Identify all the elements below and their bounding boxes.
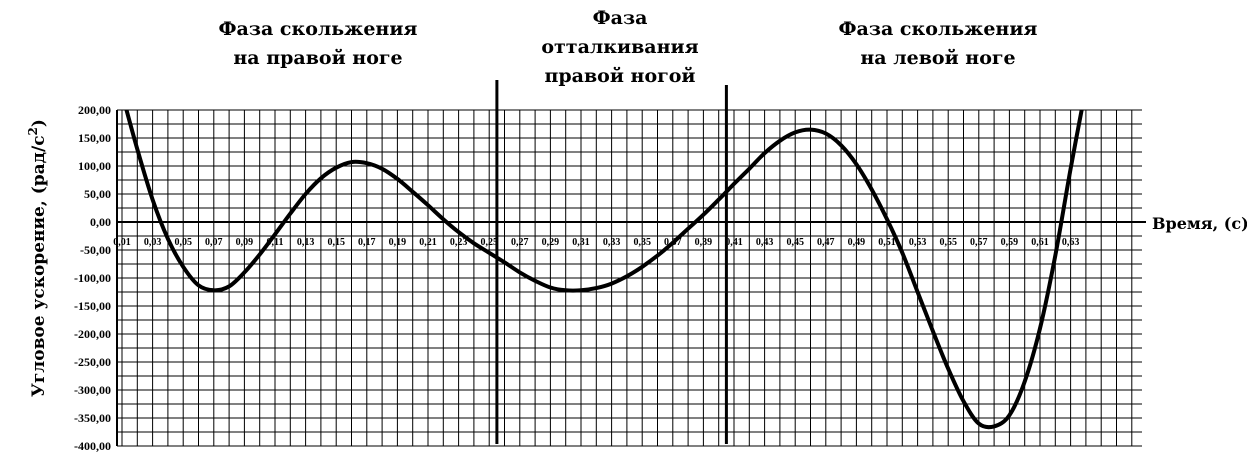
y-tick-label: -400,00	[74, 439, 111, 453]
y-tick-label: -150,00	[74, 299, 111, 313]
y-tick-label: 150,00	[78, 131, 111, 145]
x-tick-label: 0,63	[1062, 237, 1080, 248]
x-tick-labels: 0,01 0,03 0,05 0,07 0,09 0,11 0,13 0,15 0,17 0,19…	[113, 237, 1079, 248]
y-tick-label: -300,00	[74, 383, 111, 397]
phase-title-line: Фаза скольжения	[219, 18, 418, 40]
x-tick-label: 0,05	[174, 237, 192, 248]
x-tick-label: 0,33	[603, 237, 621, 248]
y-tick-labels: 200,00 150,00 100,00 50,00 0,00 -50,00 -100,00…	[74, 103, 111, 453]
y-tick-label: -50,00	[80, 243, 111, 257]
x-tick-label: 0,19	[389, 237, 407, 248]
x-tick-label: 0,55	[939, 237, 957, 248]
x-tick-label: 0,39	[695, 237, 713, 248]
x-tick-label: 0,43	[756, 237, 774, 248]
phase-title-line: на правой ноге	[233, 47, 402, 69]
y-tick-label: -350,00	[74, 411, 111, 425]
phase-titles: Фаза скольжения на правой ноге Фаза отталки…	[219, 7, 1038, 87]
phase-title-line: на левой ноге	[860, 47, 1015, 69]
y-tick-label: -250,00	[74, 355, 111, 369]
x-tick-label: 0,53	[909, 237, 927, 248]
x-tick-label: 0,59	[1001, 237, 1019, 248]
x-tick-label: 0,31	[572, 237, 590, 248]
phase-title-line: правой ногой	[544, 65, 695, 87]
x-tick-label: 0,27	[511, 237, 529, 248]
x-tick-label: 0,23	[450, 237, 468, 248]
x-tick-label: 0,49	[848, 237, 866, 248]
phase-title-line: Фаза скольжения	[839, 18, 1038, 40]
x-tick-label: 0,25	[480, 237, 498, 248]
series-line	[124, 110, 1084, 430]
y-tick-label: 0,00	[90, 215, 111, 229]
x-tick-label: 0,17	[358, 237, 376, 248]
x-tick-label: 0,11	[267, 237, 284, 248]
x-tick-label: 0,03	[144, 237, 162, 248]
x-tick-label: 0,57	[970, 237, 988, 248]
x-tick-label: 0,29	[542, 237, 560, 248]
x-tick-label: 0,07	[205, 237, 223, 248]
phase-boundaries	[495, 80, 728, 444]
y-tick-label: -200,00	[74, 327, 111, 341]
x-tick-label: 0,41	[725, 237, 743, 248]
phase-title-line: отталкивания	[541, 36, 698, 58]
x-tick-label: 0,13	[297, 237, 315, 248]
x-tick-label: 0,21	[419, 237, 437, 248]
x-tick-label: 0,15	[327, 237, 345, 248]
x-tick-label: 0,35	[633, 237, 651, 248]
y-tick-label: 100,00	[78, 159, 111, 173]
grid	[116, 109, 1146, 447]
x-tick-label: 0,47	[817, 237, 835, 248]
y-axis-label: Угловое ускорение, (рад/с2)	[26, 119, 49, 397]
x-axis-label: Время, (с)	[1152, 214, 1247, 233]
y-tick-label: 50,00	[84, 187, 111, 201]
x-tick-label: 0,61	[1031, 237, 1049, 248]
x-tick-label: 0,09	[236, 237, 254, 248]
x-tick-label: 0,51	[878, 237, 896, 248]
x-tick-label: 0,45	[786, 237, 804, 248]
x-tick-label: 0,01	[113, 237, 131, 248]
y-tick-label: -100,00	[74, 271, 111, 285]
y-tick-label: 200,00	[78, 103, 111, 117]
phase-title-line: Фаза	[593, 7, 648, 29]
